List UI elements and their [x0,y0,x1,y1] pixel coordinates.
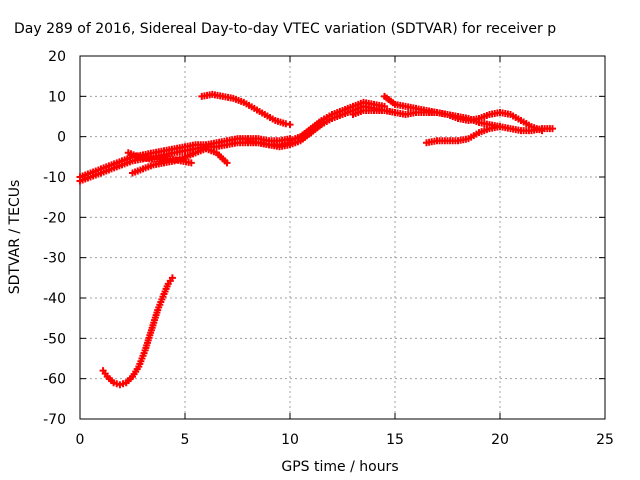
data-point [223,159,231,167]
data-point [168,274,176,282]
y-tick-label: -60 [43,372,66,388]
x-axis-label: GPS time / hours [281,459,398,475]
y-tick-label: 20 [48,49,66,65]
data-series [181,145,231,167]
data-series [99,274,176,389]
grid [80,56,605,419]
y-tick-label: -30 [43,251,66,267]
data-point [549,125,556,133]
x-tick-label: 0 [76,432,85,448]
data-point [187,159,195,167]
y-tick-label: -10 [43,170,66,186]
data-series [423,123,504,147]
data-series [423,108,546,135]
data-point [538,127,546,135]
data-point [286,121,294,129]
data-series [286,98,388,145]
x-tick-label: 20 [491,432,509,448]
y-tick-label: -40 [43,291,66,307]
x-tick-label: 15 [386,432,404,448]
axis-ticks: 0 5 10 15 20 25 -70 -60 -50 -40 -30 -20 -10 0 10 20 [43,49,614,448]
data-series [198,90,294,129]
x-tick-label: 5 [181,432,190,448]
y-tick-label: -70 [43,412,66,428]
chart-title: Day 289 of 2016, Sidereal Day-to-day VTE… [14,21,556,37]
y-tick-label: -20 [43,210,66,226]
x-tick-label: 10 [281,432,299,448]
plot-frame [79,55,606,420]
data-point [496,123,504,131]
x-tick-label: 25 [596,432,614,448]
data-points [76,90,556,389]
y-tick-label: 0 [57,130,66,146]
y-axis-label: SDTVAR / TECUs [7,180,23,295]
y-tick-label: 10 [48,89,66,105]
y-tick-label: -50 [43,331,66,347]
